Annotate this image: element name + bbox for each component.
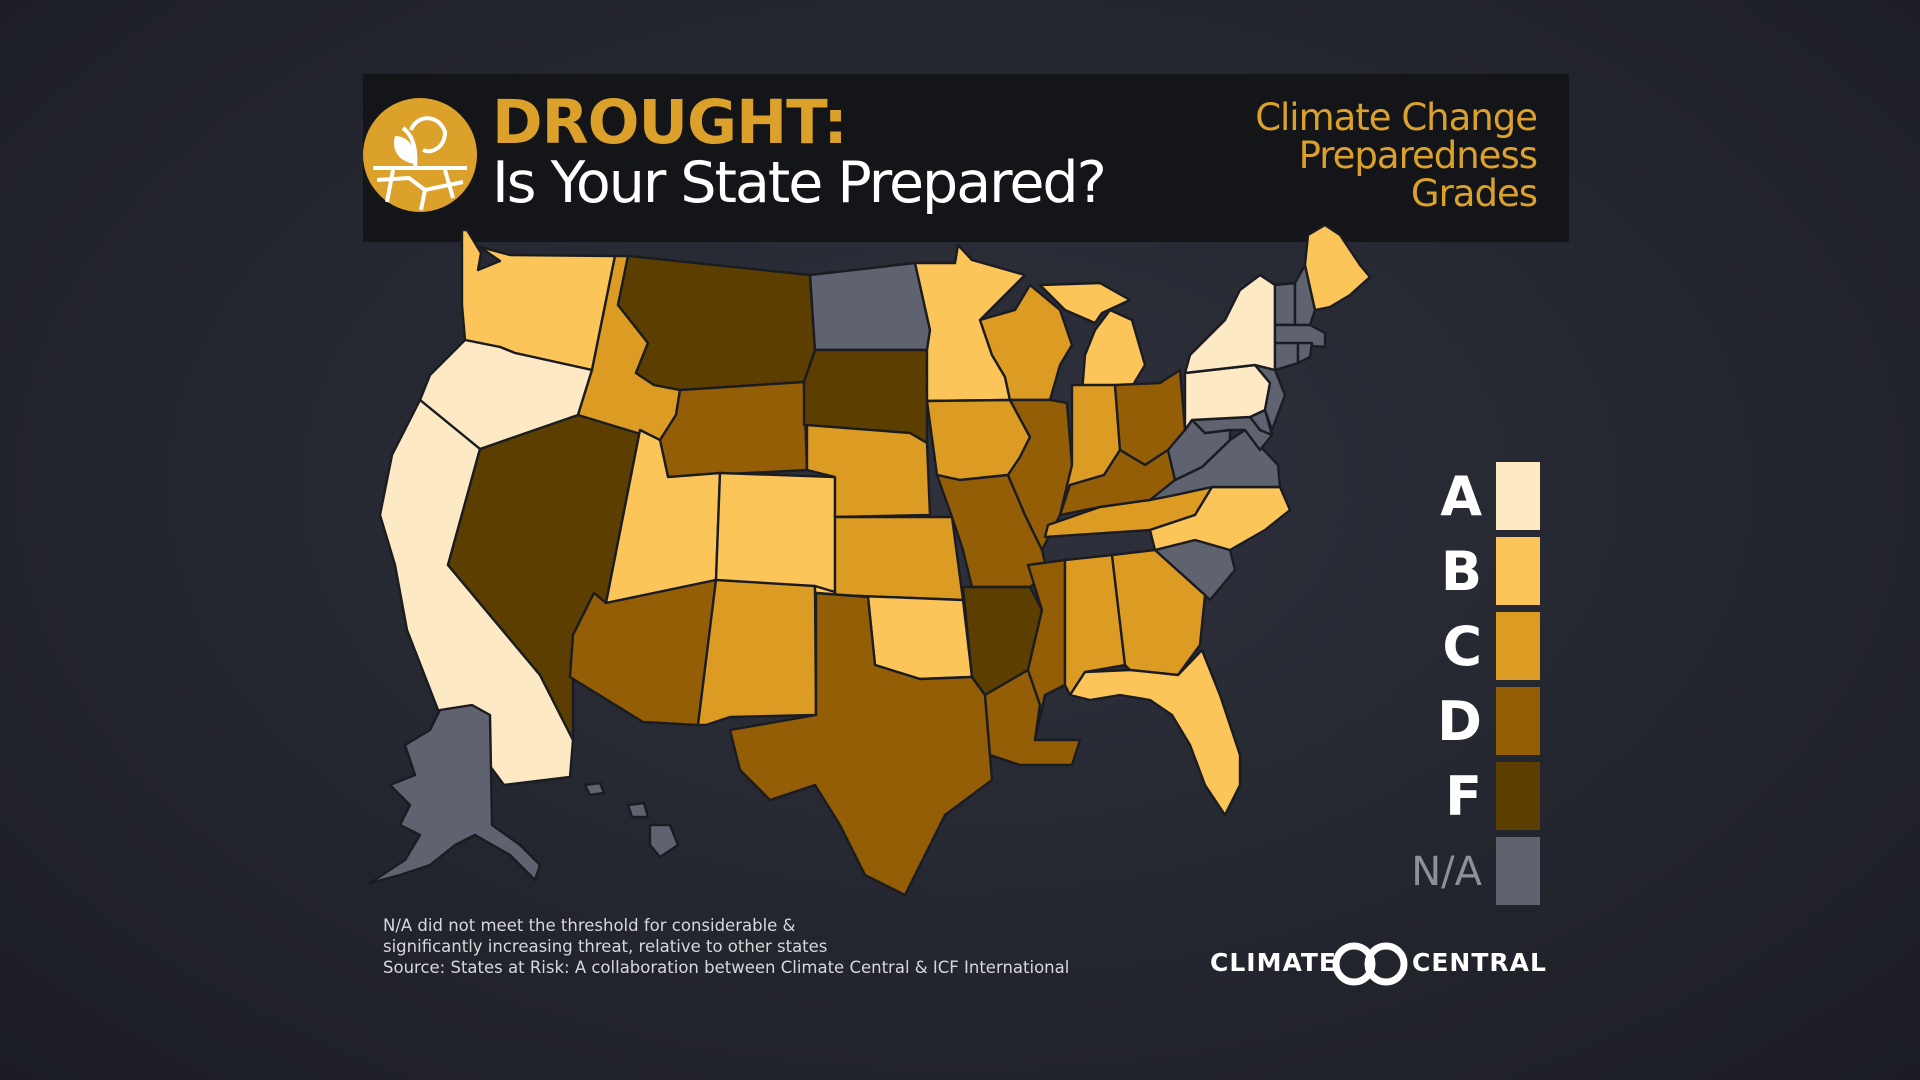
state-ks — [833, 515, 965, 602]
legend-item-c: C — [1390, 612, 1540, 682]
state-ct — [1273, 341, 1300, 372]
legend-item-na: N/A — [1390, 837, 1540, 907]
legend-grade-label: F — [1445, 765, 1482, 828]
state-me — [1303, 225, 1372, 312]
legend-swatch — [1496, 537, 1540, 605]
state-nd — [808, 261, 932, 352]
state-nc — [1148, 485, 1292, 552]
legend-title-line: Climate Change — [1255, 96, 1538, 139]
legend-grade-label: A — [1440, 465, 1482, 528]
legend-item-f: F — [1390, 762, 1540, 832]
legend-item-a: A — [1390, 462, 1540, 532]
state-mt — [616, 254, 817, 392]
legend-grade-label: B — [1440, 540, 1482, 603]
state-hi — [583, 781, 680, 859]
legend-title: Climate Change Preparedness Grades — [1255, 96, 1538, 215]
state-fl — [1068, 648, 1242, 817]
state-az — [568, 578, 718, 727]
state-nm — [696, 578, 818, 727]
state-vt — [1273, 281, 1297, 327]
state-ny — [1183, 273, 1277, 375]
legend-grade-label: D — [1437, 690, 1482, 753]
legend-swatch — [1496, 612, 1540, 680]
us-states-map — [368, 225, 1372, 897]
source-line: Source: States at Risk: A collaboration … — [383, 958, 1070, 977]
legend-swatch — [1496, 462, 1540, 530]
legend-grade-label: C — [1442, 615, 1482, 678]
brand-word-right: CENTRAL — [1412, 948, 1547, 977]
footnote: N/A did not meet the threshold for consi… — [383, 915, 1069, 978]
legend-swatch — [1496, 762, 1540, 830]
legend-swatch — [1496, 687, 1540, 755]
state-tx — [728, 591, 994, 897]
header-band — [363, 74, 1569, 242]
legend-item-d: D — [1390, 687, 1540, 757]
state-ak — [368, 703, 542, 885]
climate-central-brand: CLIMATE CENTRAL — [1210, 942, 1570, 988]
brand-word-left: CLIMATE — [1210, 948, 1337, 977]
state-co — [714, 471, 837, 594]
climate-central-logo-icon — [1332, 942, 1408, 986]
legend-title-line: Preparedness — [1298, 134, 1538, 177]
state-la — [970, 668, 1082, 767]
state-wy — [658, 380, 809, 479]
legend-swatch — [1496, 837, 1540, 905]
state-ma — [1273, 323, 1327, 349]
legend-title-line: Grades — [1410, 172, 1538, 215]
state-nh — [1293, 263, 1317, 327]
footnote-line: N/A did not meet the threshold for consi… — [383, 916, 796, 935]
legend-item-b: B — [1390, 537, 1540, 607]
state-ri — [1296, 341, 1314, 365]
state-il — [1006, 398, 1074, 552]
map-title-question: Is Your State Prepared? — [492, 150, 1107, 216]
map-title-topic: DROUGHT: — [492, 87, 848, 158]
drought-sprout-icon — [363, 98, 477, 212]
footnote-line: significantly increasing threat, relativ… — [383, 937, 828, 956]
state-wi — [978, 283, 1074, 402]
legend-grade-label: N/A — [1411, 849, 1482, 895]
